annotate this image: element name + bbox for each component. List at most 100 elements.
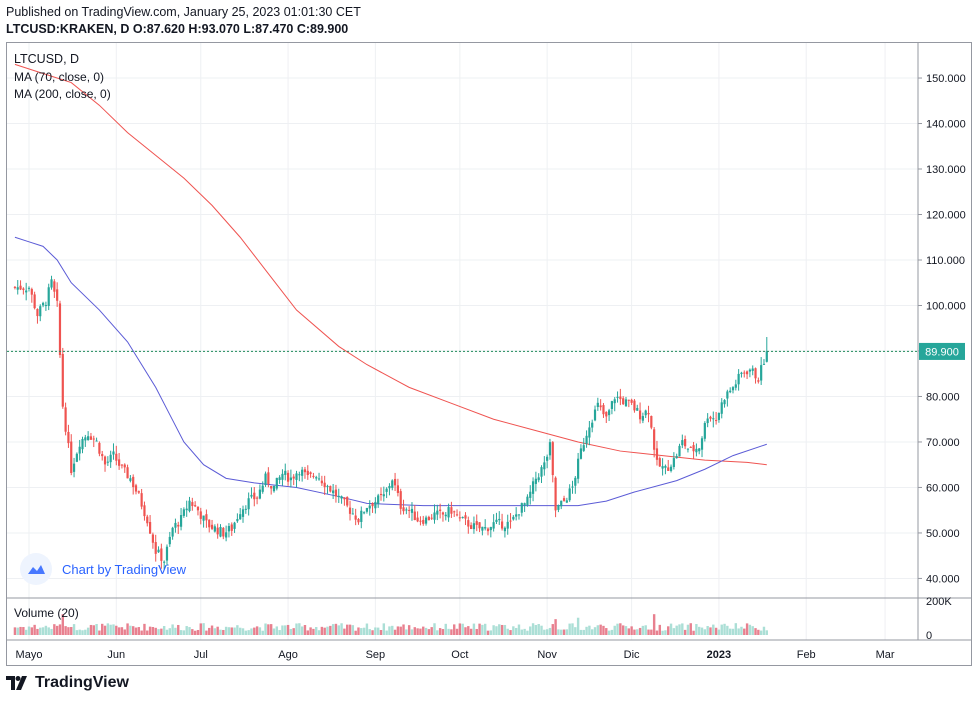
volume-bar (81, 630, 84, 635)
candle-body (489, 526, 492, 531)
volume-bar (407, 625, 411, 635)
candle-body (315, 477, 318, 479)
volume-bar (720, 624, 723, 635)
volume-bar (602, 625, 605, 635)
candle-body (540, 467, 543, 477)
candle-body (546, 456, 549, 461)
x-tick-label: Mar (876, 649, 895, 661)
volume-bar (177, 624, 180, 635)
volume-bar (385, 630, 388, 635)
y-tick-label: 140.000 (926, 119, 966, 131)
published-info: Published on TradingView.com, January 25… (6, 5, 361, 19)
candle-body (253, 492, 256, 500)
candle-body (208, 519, 211, 528)
candle-body (748, 369, 751, 372)
ma200-legend[interactable]: MA (200, close, 0) (14, 87, 111, 101)
volume-bar (517, 624, 521, 635)
volume-bar (179, 630, 183, 635)
tradingview-brand[interactable]: TradingView (6, 674, 129, 692)
candle-body (92, 438, 95, 440)
volume-bar (509, 630, 512, 635)
candle-body (472, 523, 476, 530)
candle-body (405, 509, 408, 511)
volume-bar (317, 630, 321, 635)
candle-body (751, 368, 754, 371)
volume-bar (315, 627, 318, 635)
candle-body (326, 485, 329, 487)
candle-body (115, 453, 118, 461)
volume-bar (638, 627, 642, 635)
ma200-line (14, 63, 767, 466)
candle-body (27, 287, 31, 289)
volume-bar (92, 625, 95, 635)
candle-body (410, 508, 414, 513)
candle-body (416, 517, 419, 522)
volume-tick-label: 200K (926, 596, 952, 608)
volume-bar (492, 625, 495, 635)
volume-bar (560, 629, 563, 635)
candle-body (441, 512, 445, 515)
volume-bar (726, 625, 729, 635)
volume-bar (340, 623, 343, 635)
x-tick-label: Ago (278, 649, 298, 661)
volume-bar (692, 630, 695, 635)
candle-body (647, 412, 650, 415)
candle-body (548, 442, 552, 456)
volume-bar (675, 625, 678, 635)
volume-bar (655, 630, 659, 635)
volume-bar (19, 626, 22, 635)
volume-bar (743, 628, 746, 635)
candle-body (585, 435, 588, 444)
volume-bar (506, 628, 509, 635)
volume-bar (391, 625, 394, 635)
candle-body (346, 497, 349, 506)
candle-body (233, 522, 236, 529)
candle-body (357, 519, 360, 523)
volume-bar (222, 629, 225, 635)
volume-bar (514, 627, 518, 635)
candle-body (312, 475, 315, 477)
candle-body (481, 526, 484, 531)
candle-body (765, 351, 768, 362)
volume-bar (765, 630, 768, 635)
volume-bar (267, 624, 270, 635)
volume-bar (84, 629, 87, 635)
y-tick-label: 80.000 (926, 391, 960, 403)
candle-body (413, 511, 416, 521)
candle-body (264, 473, 267, 485)
candle-body (284, 470, 287, 475)
volume-bar (374, 627, 377, 635)
volume-bar (275, 626, 279, 635)
volume-bar (191, 629, 194, 635)
volume-bar (61, 614, 64, 635)
volume-bar (430, 627, 433, 635)
volume-bar (75, 630, 79, 635)
volume-bar (568, 623, 571, 635)
volume-legend[interactable]: Volume (20) (14, 606, 79, 620)
volume-bar (712, 624, 715, 635)
candle-body (210, 524, 214, 529)
ma70-legend[interactable]: MA (70, close, 0) (14, 70, 105, 84)
candle-body (565, 500, 568, 503)
candle-body (436, 510, 439, 515)
volume-bar (588, 625, 591, 635)
candle-body (684, 439, 687, 447)
candle-body (391, 480, 394, 488)
candle-body (596, 402, 599, 407)
candle-body (202, 515, 205, 521)
volume-bar (208, 627, 211, 635)
volume-bar (117, 627, 121, 635)
volume-bar (441, 629, 445, 635)
tradingview-watermark[interactable]: Chart by TradingView (20, 553, 186, 585)
candle-body (444, 514, 447, 517)
candle-body (515, 514, 518, 517)
candle-body (255, 497, 259, 499)
volume-bar (681, 623, 684, 635)
candle-body (303, 469, 307, 473)
candle-body (619, 396, 622, 400)
volume-bar (196, 629, 200, 635)
volume-bar (548, 627, 552, 635)
candle-body (709, 416, 712, 419)
volume-bar (424, 627, 428, 635)
